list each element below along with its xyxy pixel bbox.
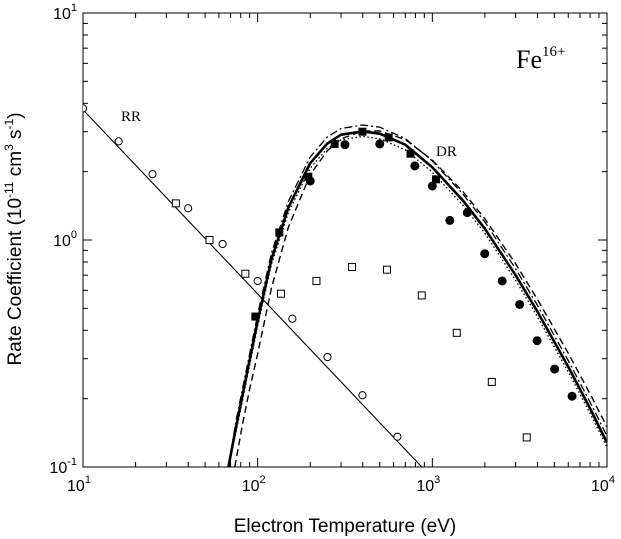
dr-filled-circles-point	[375, 139, 385, 149]
ion-label: Fe16+	[516, 44, 565, 74]
y-tick-label: 100	[53, 229, 77, 250]
open-squares-point	[382, 265, 391, 274]
rr-fit-line-line	[83, 109, 423, 467]
x-tick-label: 102	[242, 474, 266, 495]
open-squares-point	[241, 269, 250, 278]
dr-filled-squares-point	[432, 175, 441, 184]
dr-filled-circles-point	[515, 299, 525, 309]
dr-filled-circles-point	[410, 161, 420, 171]
ion-label-base: Fe	[516, 45, 542, 74]
series-lines	[83, 109, 607, 467]
dr-dotted-line	[227, 135, 607, 467]
dr-filled-squares-point	[406, 149, 415, 158]
dr-filled-circles-point	[462, 208, 472, 218]
x-tick-label: 103	[416, 474, 440, 495]
axis-ticks	[82, 13, 607, 468]
open-squares-point	[205, 236, 214, 244]
y-tick-label: 10-1	[49, 456, 77, 477]
y-tick-label: 101	[53, 2, 77, 23]
rr-open-circles-point	[358, 391, 367, 400]
open-squares-point	[522, 433, 531, 442]
dr-filled-circles-point	[445, 215, 455, 225]
rr-open-circles-point	[288, 314, 297, 323]
dr-filled-circles-point	[567, 391, 577, 401]
open-squares-point	[171, 199, 180, 208]
plot-frame	[82, 12, 608, 468]
dr-filled-circles-point	[532, 336, 542, 346]
dr-filled-circles-point	[340, 140, 350, 150]
rr-open-circles-point	[323, 352, 332, 362]
rr-open-circles-point	[393, 432, 402, 441]
x-axis-label: Electron Temperature (eV)	[234, 516, 456, 537]
open-squares-point	[348, 263, 357, 272]
dr-thick-solid-line	[227, 130, 607, 467]
dr-label: DR	[436, 144, 457, 160]
rr-open-circles-point	[114, 137, 123, 146]
series-markers	[83, 104, 577, 442]
dr-filled-squares-point	[358, 127, 367, 136]
y-axis-label: Rate Coefficient (10-11 cm3 s-1)	[2, 112, 26, 365]
open-squares-point	[312, 276, 321, 285]
dr-filled-squares-point	[330, 139, 339, 148]
rr-open-circles-point	[148, 170, 157, 179]
dr-filled-squares-point	[275, 228, 284, 237]
tick-labels: 101 102 103 104 10-1 100 101	[49, 2, 615, 495]
x-tick-label: 104	[591, 474, 615, 495]
open-squares-point	[417, 291, 426, 300]
dr-dashed-line	[234, 130, 607, 467]
rr-open-circles-point	[253, 276, 262, 286]
dr-filled-squares-point	[251, 312, 260, 321]
open-squares-point	[487, 377, 496, 386]
dr-dash-dot-line	[227, 124, 607, 467]
dr-filled-circles-point	[480, 249, 490, 259]
dr-filled-squares-point	[384, 133, 393, 142]
open-squares-point	[452, 328, 461, 337]
rr-open-circles-point	[218, 239, 227, 249]
open-squares-point	[276, 289, 285, 298]
ion-label-charge: 16+	[542, 44, 565, 60]
rr-open-circles-point	[184, 204, 193, 213]
rr-label: RR	[121, 109, 141, 125]
rr-open-circles-point	[83, 104, 88, 113]
dr-filled-squares-point	[304, 172, 313, 181]
dr-filled-circles-point	[497, 276, 507, 286]
dr-filled-circles-point	[550, 364, 560, 374]
x-tick-label: 101	[67, 474, 91, 495]
